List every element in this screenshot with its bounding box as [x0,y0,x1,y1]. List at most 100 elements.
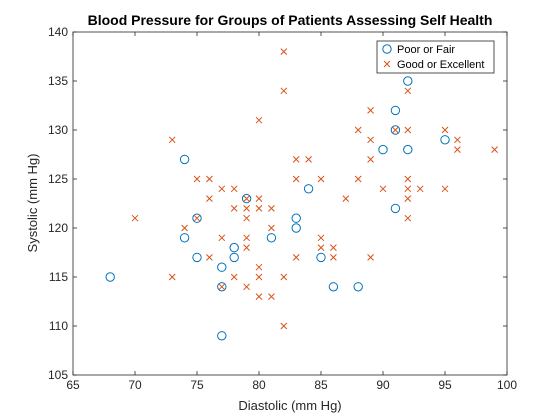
data-point-good-or-excellent [454,146,461,153]
data-point-good-or-excellent [367,136,374,144]
legend-box [376,40,495,74]
data-point-poor-or-fair [403,144,413,155]
data-point-good-or-excellent [168,136,176,144]
x-tick-label: 100 [497,378,517,392]
data-point-poor-or-fair [217,262,227,272]
data-point-good-or-excellent [367,254,374,261]
data-point-good-or-excellent [404,126,412,134]
data-point-good-or-excellent [255,195,263,202]
data-point-good-or-excellent [193,175,201,183]
data-point-poor-or-fair [291,213,301,223]
data-point-good-or-excellent [404,87,412,95]
data-point-good-or-excellent [292,175,300,183]
data-point-poor-or-fair [229,242,239,253]
x-tick-label: 80 [252,378,266,392]
y-tick-label: 115 [49,270,68,284]
data-point-poor-or-fair [316,252,326,263]
y-tick-label: 120 [48,221,68,235]
data-point-good-or-excellent [305,156,312,163]
data-point-good-or-excellent [206,254,213,261]
data-point-poor-or-fair [390,105,401,116]
legend-label-good-or-excellent: Good or Excellent [397,59,484,71]
chart-title: Blood Pressure for Groups of Patients As… [88,12,493,28]
data-point-poor-or-fair [353,282,363,292]
data-point-good-or-excellent [255,273,263,281]
data-point-good-or-excellent [379,185,387,193]
data-point-good-or-excellent [491,146,498,153]
data-point-poor-or-fair [440,135,450,145]
data-point-poor-or-fair [229,252,239,263]
x-tick-label: 75 [190,378,204,392]
data-point-good-or-excellent [292,156,300,163]
data-point-good-or-excellent [218,234,226,242]
data-point-good-or-excellent [193,214,201,222]
legend-circle-marker [382,44,392,54]
data-point-good-or-excellent [330,254,337,261]
y-tick-label: 125 [48,172,68,186]
data-point-good-or-excellent [243,244,250,251]
data-point-good-or-excellent [268,224,275,232]
data-point-poor-or-fair [303,184,314,194]
data-point-good-or-excellent [342,195,350,202]
y-axis-ticks: 105 110 115 120 125 130 135 140 [48,25,507,382]
data-point-poor-or-fair [179,233,190,243]
data-point-good-or-excellent [206,175,213,183]
data-point-good-or-excellent [317,234,325,242]
data-point-poor-or-fair [403,76,413,86]
x-tick-label: 65 [66,378,80,392]
data-point-poor-or-fair [378,144,388,155]
data-point-poor-or-fair [390,125,401,135]
data-point-good-or-excellent [367,107,374,114]
data-point-good-or-excellent [243,214,250,222]
legend: Poor or Fair Good or Excellent [376,40,495,74]
data-point-poor-or-fair [266,233,277,243]
data-point-good-or-excellent [280,273,288,281]
legend-marker-good-or-excellent [383,60,391,68]
data-points [105,48,498,341]
legend-label-poor-or-fair: Poor or Fair [397,44,455,56]
data-point-good-or-excellent [131,214,139,222]
data-point-good-or-excellent [243,205,250,212]
data-point-good-or-excellent [243,195,250,202]
data-point-good-or-excellent [280,322,288,330]
data-point-good-or-excellent [230,205,238,212]
data-point-good-or-excellent [168,273,176,281]
data-point-poor-or-fair [179,154,190,165]
x-axis-label: Diastolic (mm Hg) [238,398,341,413]
x-tick-label: 85 [314,378,328,392]
data-point-good-or-excellent [268,205,275,212]
data-point-good-or-excellent [280,87,288,95]
data-point-poor-or-fair [241,193,252,204]
data-point-good-or-excellent [354,126,362,134]
data-point-good-or-excellent [255,293,263,300]
x-tick-label: 70 [128,378,142,392]
data-point-good-or-excellent [317,244,325,251]
data-point-good-or-excellent [404,195,412,202]
data-point-good-or-excellent [218,283,226,291]
x-axis-ticks: 65 70 75 80 85 90 95 100 [66,32,517,392]
data-point-good-or-excellent [404,214,412,222]
data-point-good-or-excellent [218,185,226,193]
data-point-good-or-excellent [206,195,213,202]
data-point-poor-or-fair [192,213,202,223]
data-point-good-or-excellent [367,156,374,163]
data-point-good-or-excellent [454,136,461,144]
data-point-poor-or-fair [328,282,339,292]
data-point-good-or-excellent [243,283,250,291]
data-point-good-or-excellent [255,205,263,212]
plot-area-frame [72,31,508,376]
data-point-good-or-excellent [230,273,238,281]
legend-x-marker [383,60,391,68]
data-point-good-or-excellent [181,224,188,232]
data-point-good-or-excellent [416,185,424,193]
data-point-good-or-excellent [292,254,300,261]
y-tick-label: 110 [49,319,68,333]
x-tick-label: 95 [438,378,452,392]
y-tick-label: 140 [48,25,68,39]
legend-marker-poor-or-fair [382,44,392,54]
data-point-poor-or-fair [291,223,301,233]
y-axis-label: Systolic (mm Hg) [25,154,40,253]
data-point-good-or-excellent [243,234,250,242]
data-point-good-or-excellent [441,185,449,193]
